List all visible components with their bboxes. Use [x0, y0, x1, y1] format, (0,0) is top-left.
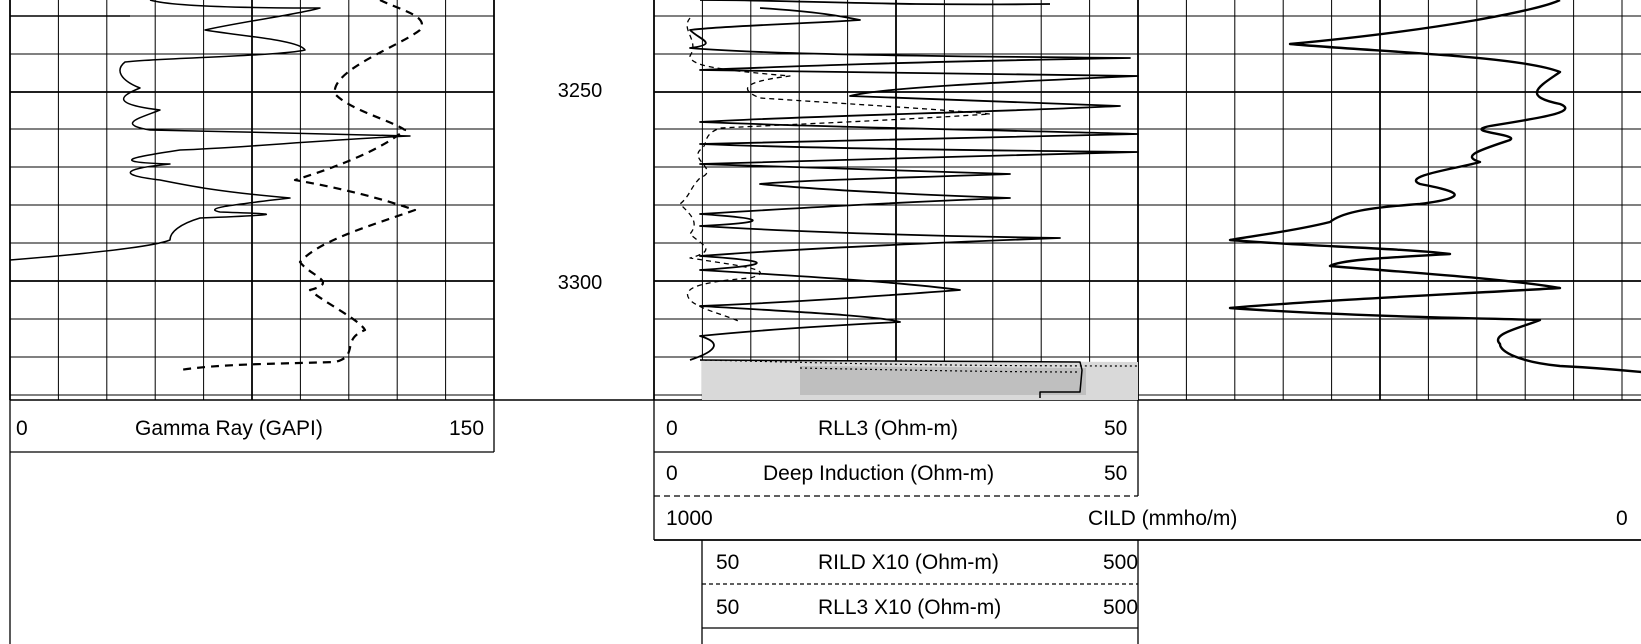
rll3-scale-min: 0 [666, 417, 678, 440]
rild-x10-scale-min: 50 [716, 551, 740, 574]
rll3-x10-curve [699, 359, 1083, 398]
header-lines [9, 400, 1641, 644]
log-curves [9, 0, 1641, 398]
rild-x10-curve-name: RILD X10 (Ohm-m) [818, 551, 999, 574]
gamma-ray-scale-min: 0 [16, 417, 28, 440]
rll3-curve [689, 0, 1139, 361]
depth-label-3300: 3300 [557, 272, 603, 294]
log-grid [9, 0, 1641, 401]
cild-curve [1228, 0, 1641, 374]
cild-curve-name: CILD (mmho/m) [1088, 507, 1238, 530]
cild-scale-max: 0 [1616, 507, 1628, 530]
resistivity-shade-dark [800, 366, 1086, 395]
gamma-ray-scale-max: 150 [449, 417, 485, 440]
rll3-scale-max: 50 [1104, 417, 1128, 440]
deep-induction-curve-name: Deep Induction (Ohm-m) [763, 462, 995, 485]
rll3-x10-curve-name: RLL3 X10 (Ohm-m) [818, 596, 1002, 619]
cild-scale-min: 1000 [666, 507, 713, 530]
deep-induction-scale-max: 50 [1104, 462, 1128, 485]
rild-x10-scale-max: 500 [1103, 551, 1139, 574]
deep-induction-scale-min: 0 [666, 462, 678, 485]
rll3-x10-scale-min: 50 [716, 596, 740, 619]
gamma-ray-curve [9, 0, 411, 261]
deep-induction-curve [679, 17, 991, 323]
shaded-resistivity-fill [702, 360, 1138, 400]
rll3-x10-scale-max: 500 [1103, 596, 1139, 619]
gamma-ray-dashed-curve [179, 0, 424, 372]
depth-label-3250: 3250 [557, 80, 603, 102]
gamma-ray-curve-name: Gamma Ray (GAPI) [135, 417, 323, 440]
rll3-curve-name: RLL3 (Ohm-m) [818, 417, 959, 440]
